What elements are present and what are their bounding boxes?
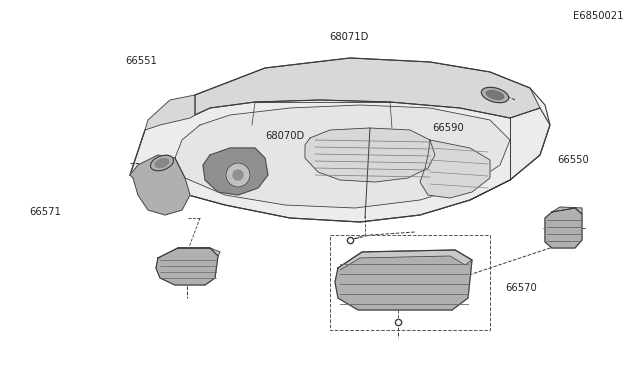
- Text: 66571: 66571: [29, 207, 61, 217]
- Text: 66550: 66550: [557, 155, 589, 165]
- Polygon shape: [145, 95, 195, 130]
- Polygon shape: [552, 207, 582, 214]
- Polygon shape: [130, 58, 550, 222]
- Text: E6850021: E6850021: [573, 11, 624, 20]
- Polygon shape: [156, 248, 218, 285]
- Polygon shape: [158, 248, 220, 258]
- Polygon shape: [195, 58, 540, 118]
- Polygon shape: [175, 105, 510, 208]
- Polygon shape: [130, 95, 550, 222]
- Polygon shape: [338, 250, 472, 270]
- Ellipse shape: [150, 155, 173, 171]
- Text: 66570: 66570: [506, 283, 538, 293]
- Polygon shape: [420, 140, 490, 198]
- Ellipse shape: [481, 87, 509, 103]
- Text: 66590: 66590: [432, 124, 464, 133]
- Circle shape: [226, 163, 250, 187]
- Text: 68070D: 68070D: [266, 131, 305, 141]
- Polygon shape: [305, 128, 435, 182]
- Ellipse shape: [156, 158, 169, 167]
- Polygon shape: [545, 208, 582, 248]
- Circle shape: [233, 170, 243, 180]
- Text: 68071D: 68071D: [329, 32, 369, 42]
- Polygon shape: [335, 250, 472, 310]
- Polygon shape: [130, 155, 190, 215]
- Ellipse shape: [486, 90, 504, 100]
- Polygon shape: [203, 148, 268, 195]
- Text: 66551: 66551: [125, 57, 157, 66]
